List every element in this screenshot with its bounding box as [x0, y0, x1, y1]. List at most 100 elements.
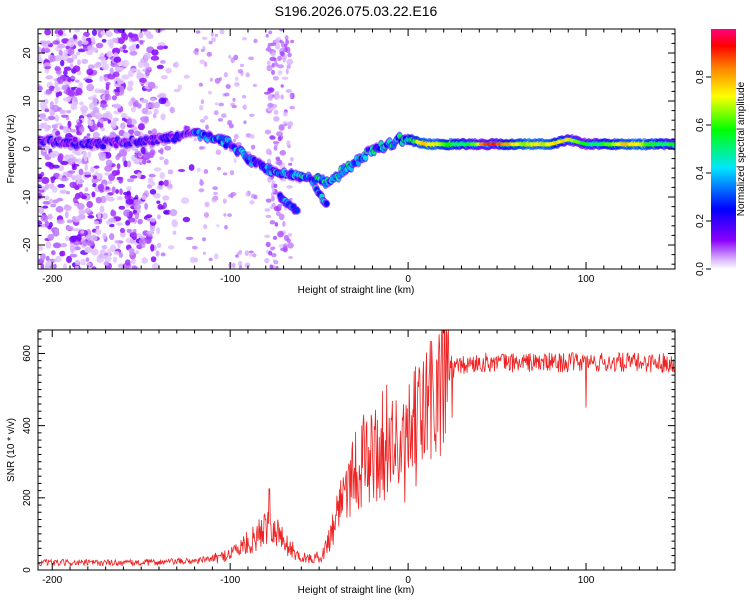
- noise-speck: [153, 101, 160, 109]
- noise-speck: [233, 54, 239, 61]
- noise-speck: [139, 40, 144, 45]
- noise-speck: [64, 211, 69, 219]
- noise-speck: [99, 205, 105, 213]
- noise-speck: [125, 198, 134, 205]
- noise-speck: [219, 29, 225, 35]
- noise-speck: [45, 241, 52, 249]
- noise-speck: [84, 246, 93, 254]
- noise-speck: [277, 230, 284, 238]
- noise-speck: [270, 246, 275, 251]
- noise-speck: [172, 230, 177, 235]
- noise-speck: [119, 188, 123, 195]
- noise-speck: [122, 33, 129, 41]
- noise-speck: [63, 66, 72, 71]
- noise-speck: [91, 177, 98, 184]
- noise-speck: [81, 58, 89, 65]
- noise-speck: [104, 172, 110, 176]
- noise-speck: [66, 110, 72, 114]
- noise-speck: [216, 224, 220, 228]
- noise-speck: [92, 97, 98, 104]
- noise-speck: [87, 120, 94, 127]
- noise-speck: [41, 176, 50, 184]
- noise-speck: [113, 88, 122, 93]
- noise-speck: [217, 118, 223, 122]
- noise-speck: [101, 38, 107, 43]
- noise-speck: [90, 36, 96, 43]
- noise-speck: [70, 100, 78, 106]
- noise-speck: [204, 201, 210, 208]
- noise-speck: [143, 52, 151, 60]
- snr-y-tick-label: 0: [22, 567, 33, 573]
- noise-speck: [281, 41, 285, 48]
- noise-speck: [149, 102, 155, 109]
- noise-speck: [234, 82, 240, 87]
- noise-speck: [228, 54, 232, 59]
- noise-speck: [157, 204, 164, 210]
- noise-speck: [268, 30, 273, 35]
- noise-speck: [150, 55, 160, 61]
- noise-speck: [238, 249, 243, 255]
- noise-speck: [101, 245, 108, 250]
- noise-speck: [134, 130, 141, 137]
- noise-speck: [75, 87, 83, 96]
- noise-speck: [120, 112, 128, 118]
- noise-speck: [86, 68, 94, 76]
- noise-speck: [77, 203, 85, 210]
- noise-speck: [239, 63, 245, 67]
- noise-speck: [104, 93, 109, 101]
- noise-speck: [81, 40, 89, 45]
- noise-speck: [274, 143, 279, 147]
- noise-speck: [46, 40, 51, 45]
- noise-speck: [136, 69, 141, 76]
- noise-speck: [134, 100, 139, 108]
- noise-speck: [165, 67, 172, 74]
- noise-speck: [137, 152, 142, 157]
- noise-speck: [52, 242, 62, 249]
- colorbar: 0.0 0.2 0.4 0.6 0.8 Normalized spectral ampl…: [695, 29, 747, 276]
- noise-speck: [96, 121, 101, 128]
- noise-speck: [203, 61, 208, 67]
- noise-speck: [93, 106, 99, 114]
- noise-speck: [54, 228, 60, 234]
- noise-speck: [145, 102, 151, 110]
- noise-speck: [91, 191, 96, 198]
- noise-speck: [159, 172, 165, 179]
- noise-speck: [69, 76, 76, 80]
- noise-speck: [67, 77, 72, 83]
- noise-speck: [203, 169, 209, 174]
- noise-speck: [134, 212, 140, 220]
- noise-speck: [151, 181, 156, 186]
- noise-speck: [243, 120, 247, 124]
- noise-speck: [267, 158, 272, 165]
- spectrogram-y-tick-label: -20: [22, 237, 33, 252]
- noise-speck: [138, 31, 144, 39]
- noise-speck: [287, 125, 292, 129]
- noise-speck: [156, 185, 164, 190]
- noise-speck: [196, 167, 201, 173]
- noise-speck: [58, 50, 63, 56]
- noise-speck: [126, 228, 132, 233]
- colorbar-tick-label: 0.8: [695, 70, 706, 84]
- noise-speck: [286, 58, 294, 65]
- noise-speck: [104, 165, 113, 172]
- noise-speck: [70, 158, 79, 163]
- noise-speck: [171, 220, 179, 228]
- spectrogram-y-label: Frequency (Hz): [6, 115, 17, 184]
- snr-x-tick-label: 100: [578, 575, 595, 586]
- noise-speck: [105, 159, 113, 167]
- noise-speck: [74, 202, 78, 207]
- noise-speck: [283, 123, 288, 127]
- noise-speck: [152, 113, 157, 119]
- noise-speck: [248, 56, 255, 61]
- noise-speck: [130, 258, 136, 265]
- noise-speck: [211, 37, 217, 43]
- noise-speck: [92, 29, 97, 36]
- snr-frame: [37, 329, 676, 571]
- noise-speck: [242, 94, 247, 99]
- noise-speck: [151, 49, 159, 56]
- noise-speck: [282, 245, 288, 253]
- noise-speck: [149, 226, 155, 232]
- spectrogram-x-label: Height of straight line (km): [298, 285, 415, 296]
- noise-speck: [200, 48, 205, 53]
- noise-speck: [229, 170, 235, 176]
